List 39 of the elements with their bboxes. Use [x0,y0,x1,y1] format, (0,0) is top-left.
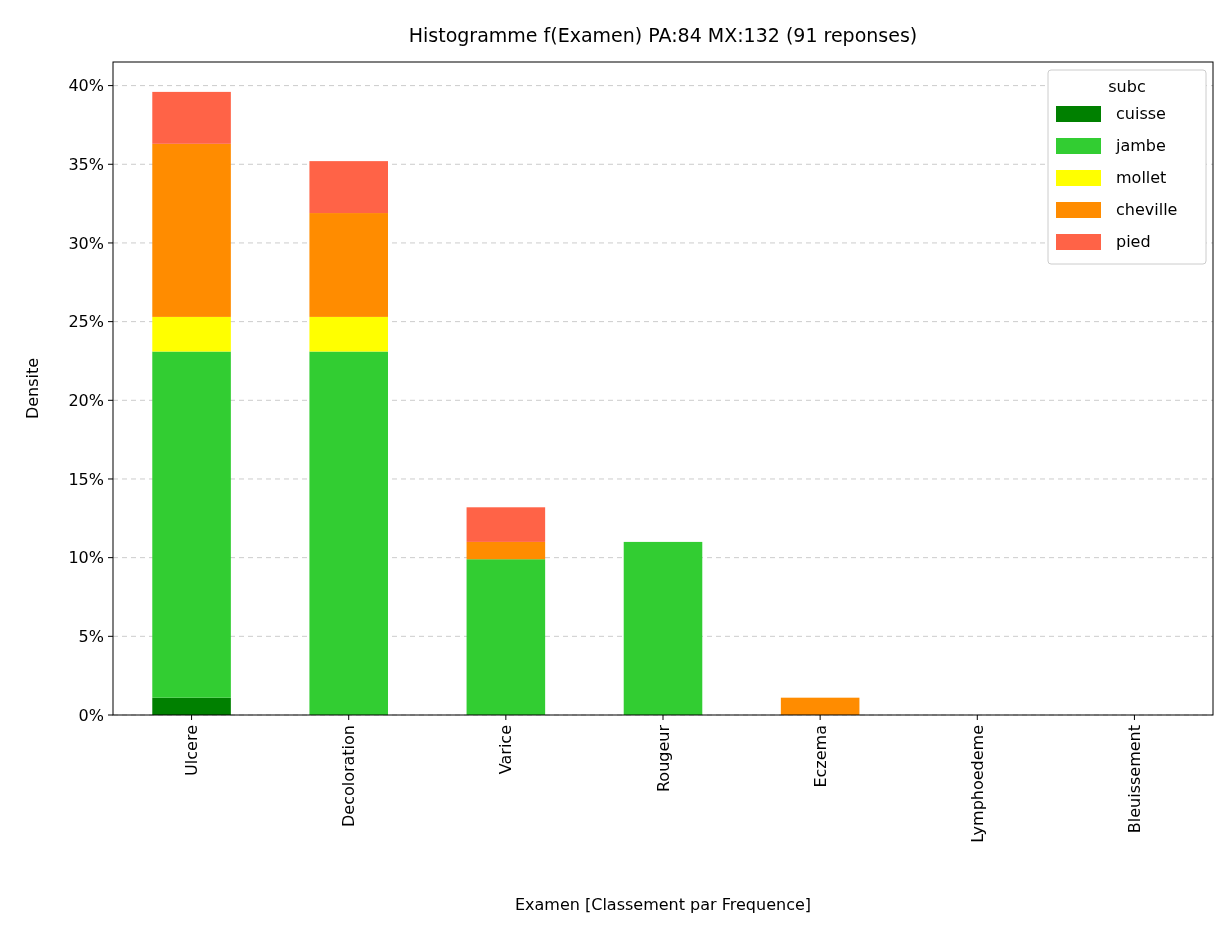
legend-label: pied [1116,232,1151,251]
bar [309,213,388,317]
bar [309,316,388,352]
bar [623,541,703,715]
y-tick-label: 25% [68,312,104,332]
bar [152,316,231,352]
bar [152,351,231,698]
y-tick-label: 5% [78,626,104,646]
bar [152,91,231,144]
legend-label: cheville [1116,200,1178,219]
y-tick-label: 40% [68,76,104,96]
bar [152,143,231,317]
bar [466,559,546,715]
legend-label: mollet [1116,168,1167,187]
y-tick-label: 0% [78,705,104,725]
y-axis-title: Densite [23,357,42,420]
bar [466,507,546,542]
x-tick-label: Ulcere [182,725,202,776]
y-tick-label: 35% [68,154,104,174]
bar [152,697,231,715]
legend-label: jambe [1115,136,1166,155]
x-tick-label: Bleuissement [1125,725,1145,834]
y-tick-label: 10% [68,548,104,568]
legend-label: cuisse [1116,104,1166,123]
x-tick-label: Eczema [810,725,830,788]
bar [309,351,388,715]
legend-title: subc [1108,77,1146,96]
bar [780,697,860,715]
bar [466,541,546,560]
y-tick-label: 30% [68,233,104,253]
x-axis-title: Examen [Classement par Frequence] [514,895,812,914]
x-tick-label: Lymphoedeme [967,725,987,843]
y-tick-label: 15% [68,469,104,489]
y-tick-label: 20% [68,390,104,410]
chart-title: Histogramme f(Examen) PA:84 MX:132 (91 reponses) [408,24,918,46]
bar [309,161,388,214]
x-tick-label: Decoloration [339,725,359,828]
x-tick-label: Varice [496,725,516,775]
x-tick-label: Rougeur [653,724,673,793]
